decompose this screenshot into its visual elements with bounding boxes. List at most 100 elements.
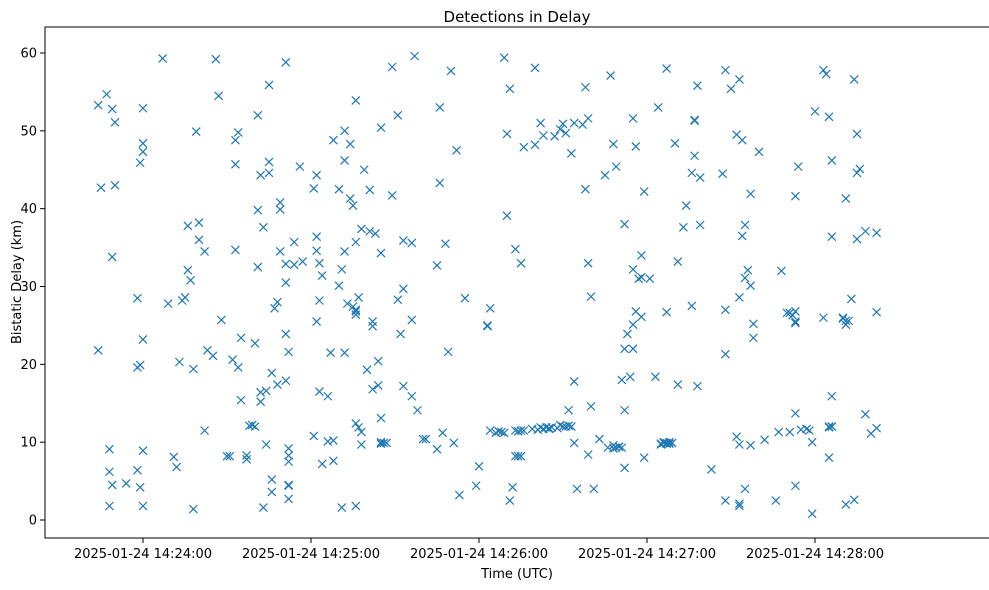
data-point [614, 442, 624, 452]
data-point [359, 165, 369, 175]
data-point [807, 437, 817, 447]
data-point [222, 451, 232, 461]
data-point [138, 103, 148, 113]
data-point [180, 292, 190, 302]
data-point [236, 333, 246, 343]
data-point [844, 316, 854, 326]
data-point [328, 135, 338, 145]
data-point [107, 480, 117, 490]
data-point [841, 316, 851, 326]
data-point [362, 365, 372, 375]
data-point [662, 307, 672, 317]
data-point [569, 377, 579, 386]
data-point [852, 168, 862, 178]
data-point [631, 141, 641, 151]
data-point [376, 248, 386, 258]
data-point [583, 113, 593, 123]
data-point [261, 386, 271, 396]
data-point [398, 381, 408, 391]
data-point [256, 397, 266, 407]
data-point [253, 110, 263, 120]
data-point [236, 395, 246, 405]
data-point [564, 405, 574, 415]
data-point [272, 380, 282, 389]
data-point [284, 450, 294, 460]
data-point [743, 265, 753, 275]
data-point [312, 246, 322, 256]
data-point [373, 356, 383, 366]
data-point [645, 274, 655, 284]
data-point [580, 82, 590, 92]
data-point [186, 275, 196, 285]
data-point [530, 63, 540, 73]
data-point [284, 457, 294, 467]
data-point [824, 112, 834, 122]
data-point [376, 413, 386, 423]
data-point [281, 278, 291, 288]
data-point [356, 440, 366, 449]
data-point [790, 481, 800, 491]
data-point [272, 297, 282, 307]
data-point [449, 438, 459, 448]
data-point [368, 321, 378, 331]
data-point [502, 129, 512, 139]
data-point [639, 453, 649, 463]
data-point [566, 148, 576, 158]
data-point [351, 237, 361, 247]
data-point [275, 205, 285, 214]
data-point [258, 503, 268, 512]
data-point [718, 169, 728, 179]
data-point [370, 229, 380, 238]
data-point [620, 405, 630, 415]
data-point [256, 170, 266, 180]
data-point [860, 409, 870, 419]
data-point [804, 426, 814, 435]
data-point [393, 295, 403, 305]
y-tick-label: 30 [20, 280, 37, 295]
data-point [345, 194, 355, 203]
data-point [340, 348, 350, 358]
data-point [687, 168, 697, 178]
data-point [250, 338, 260, 348]
data-point [270, 303, 280, 313]
data-point [790, 408, 800, 418]
data-point [174, 357, 184, 367]
data-point [841, 500, 851, 509]
data-point [849, 495, 859, 505]
data-point [558, 119, 568, 129]
data-point [536, 118, 546, 128]
data-point [267, 475, 277, 484]
data-point [617, 375, 627, 385]
data-point [312, 317, 322, 326]
data-point [314, 296, 324, 305]
data-point [872, 228, 882, 238]
data-point [230, 159, 240, 169]
data-point [569, 118, 579, 128]
data-point [289, 237, 299, 247]
data-point [650, 372, 660, 382]
data-point [368, 317, 378, 326]
data-point [435, 103, 445, 112]
data-point [340, 126, 350, 136]
data-point [555, 124, 565, 134]
data-point [827, 391, 837, 401]
data-point [104, 501, 114, 511]
plot-frame [44, 26, 989, 539]
data-point [194, 235, 204, 245]
data-point [110, 117, 120, 127]
data-point [264, 80, 274, 90]
y-tick-label: 20 [20, 358, 37, 373]
data-point [748, 319, 758, 329]
data-point [183, 265, 193, 275]
data-point [771, 496, 781, 505]
data-point [104, 467, 114, 477]
data-point [376, 123, 386, 133]
data-point [673, 257, 683, 267]
data-point [824, 453, 834, 463]
data-point [351, 501, 361, 511]
data-point [284, 347, 294, 357]
data-point [608, 443, 618, 453]
data-point [275, 198, 285, 207]
data-point [720, 305, 730, 315]
y-tick-label: 0 [29, 514, 37, 529]
